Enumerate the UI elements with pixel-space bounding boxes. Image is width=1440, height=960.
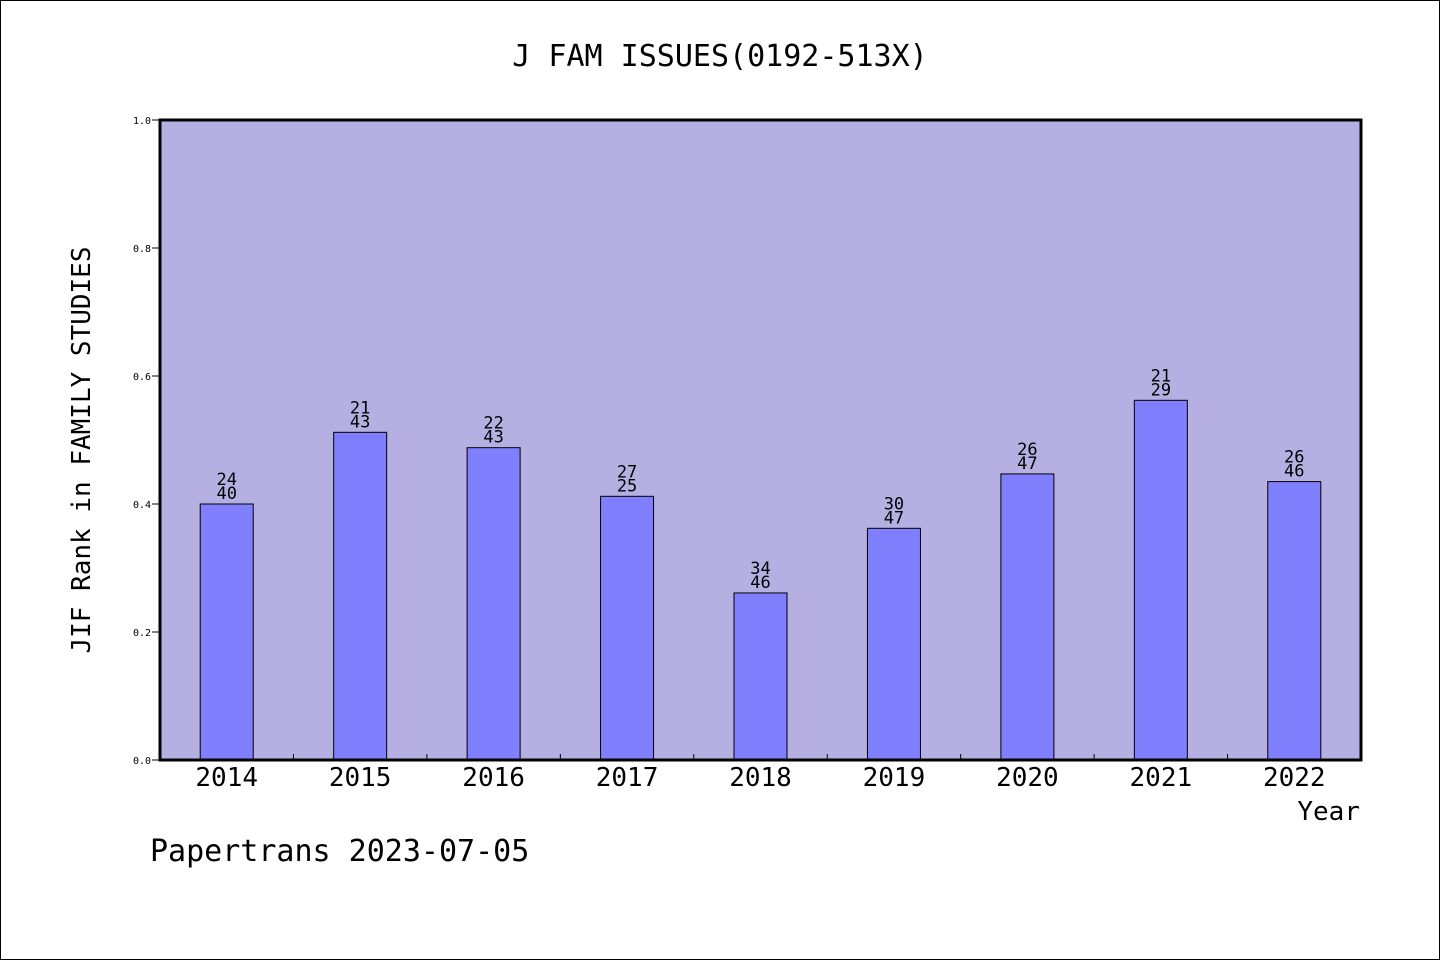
- x-tick-label: 2018: [729, 763, 792, 793]
- bar-label-bottom: 40: [216, 484, 236, 504]
- x-tick-label: 2016: [462, 763, 525, 793]
- bar-label-bottom: 46: [1284, 462, 1304, 482]
- bar-2014: [199, 503, 254, 761]
- bar-2015: [333, 431, 388, 761]
- bar-2017: [600, 495, 655, 761]
- x-tick-label: 2020: [996, 763, 1059, 793]
- bar-label-top: 21: [1151, 366, 1171, 386]
- bar-label-top: 34: [750, 559, 770, 579]
- bar-label-bottom: 25: [617, 476, 637, 496]
- bar-2019: [866, 527, 921, 761]
- bar-label-top: 27: [617, 462, 637, 482]
- chart-title: J FAM ISSUES(0192-513X): [512, 39, 927, 74]
- bar-label-bottom: 29: [1151, 380, 1171, 400]
- x-tick-label: 2021: [1130, 763, 1193, 793]
- x-tick-label: 2022: [1263, 763, 1326, 793]
- bar-label-top: 21: [350, 398, 370, 418]
- x-tick-label: 2014: [195, 763, 258, 793]
- bar-label-top: 26: [1017, 440, 1037, 460]
- y-tick-label: 0.4: [133, 500, 151, 511]
- bar-2021: [1133, 399, 1188, 761]
- bar-label-bottom: 47: [1017, 454, 1037, 474]
- bar-label-top: 30: [884, 494, 904, 514]
- x-tick-label: 2019: [863, 763, 926, 793]
- bar-2020: [1000, 473, 1055, 761]
- y-axis-label: JIF Rank in FAMILY STUDIES: [67, 247, 97, 654]
- y-tick-label: 0.0: [133, 756, 151, 767]
- bar-2018: [733, 592, 788, 761]
- plot-border: [158, 118, 1363, 762]
- y-tick-label: 0.2: [133, 628, 151, 639]
- bars-group: [199, 399, 1322, 761]
- bar-label-bottom: 47: [884, 508, 904, 528]
- y-axis-ticks: 0.0 0.2 0.4 0.6 0.8 1.0: [133, 116, 160, 767]
- bar-label-top: 24: [216, 470, 236, 490]
- bar-label-bottom: 43: [350, 412, 370, 432]
- x-tick-labels-group: 2014 2015 2016 2017 2018 2019 2020 2021 2022: [195, 763, 1325, 793]
- footer-text: Papertrans 2023-07-05: [150, 834, 530, 869]
- bar-label-top: 26: [1284, 448, 1304, 468]
- bar-label-bottom: 46: [750, 573, 770, 593]
- bar-label-bottom: 43: [483, 428, 503, 448]
- x-tick-label: 2015: [329, 763, 392, 793]
- y-tick-label: 1.0: [133, 116, 151, 127]
- y-tick-label: 0.8: [133, 244, 151, 255]
- y-tick-label: 0.6: [133, 372, 151, 383]
- bar-label-top: 22: [483, 414, 503, 434]
- x-axis-label: Year: [1297, 797, 1360, 827]
- bar-2022: [1267, 481, 1322, 761]
- bar-2016: [466, 447, 521, 761]
- x-tick-label: 2017: [596, 763, 659, 793]
